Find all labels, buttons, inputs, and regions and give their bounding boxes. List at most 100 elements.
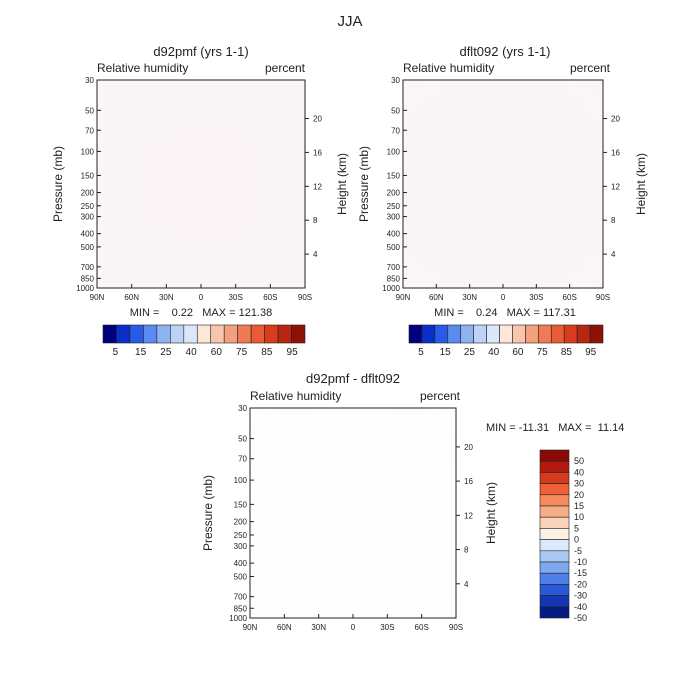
colorbar-cell [143,324,158,344]
colorbar-cell [434,324,449,344]
lat-tick-label: 90S [596,293,610,302]
colorbar-label: 5 [418,347,424,358]
colorbar-label: 40 [186,347,198,358]
panel-2-left-label: Relative humidity [403,61,494,75]
colorbar-cell [486,324,500,344]
panel-1-title: d92pmf (yrs 1-1) [153,44,248,59]
panel-1-ylabel: Pressure (mb) [51,146,65,222]
panel-1-ylabel-right: Height (km) [335,153,349,215]
pressure-tick-label: 400 [81,230,95,239]
pressure-tick-label: 50 [85,106,94,115]
colorbar-cell [512,324,526,344]
colorbar-cell [499,324,513,344]
panel-3-stats: MIN = -11.31 MAX = 11.14 [486,422,624,434]
pressure-tick-label: 150 [81,171,95,180]
colorbar-label: 15 [135,347,147,358]
colorbar-label: 20 [574,490,584,500]
panel-2-ylabel: Pressure (mb) [357,146,371,222]
colorbar-label: 15 [440,347,452,358]
lat-tick-label: 60N [124,293,139,302]
panel-2-right-label: percent [570,61,611,75]
lat-tick-label: 30S [380,623,394,632]
panel-3-title: d92pmf - dflt092 [306,371,400,386]
colorbar-label: -15 [574,568,587,578]
panel-1-field [97,80,305,288]
colorbar-cell [576,324,591,344]
colorbar-cell [408,324,423,344]
colorbar-label: 75 [537,347,549,358]
pressure-tick-label: 50 [391,106,400,115]
pressure-tick-label: 850 [234,604,248,613]
colorbar-cell [525,324,539,344]
colorbar-cell [250,324,265,344]
pressure-tick-label: 50 [238,435,247,444]
colorbar-label: -10 [574,557,587,567]
panel-1: d92pmf (yrs 1-1) Relative humidity perce… [51,44,349,358]
colorbar-cell [539,494,570,507]
panel-3-left-label: Relative humidity [250,389,341,403]
pressure-tick-label: 100 [387,147,401,156]
lat-tick-label: 90S [298,293,312,302]
lat-tick-label: 30N [311,623,326,632]
colorbar-cell [539,584,570,596]
colorbar-cell [539,561,570,574]
lat-tick-label: 0 [351,623,356,632]
lat-tick-label: 90N [90,293,105,302]
colorbar-label: -30 [574,591,587,601]
height-tick-label: 4 [611,250,616,259]
pressure-tick-label: 150 [387,171,401,180]
colorbar-label: 85 [561,347,573,358]
colorbar-cell [539,460,570,473]
colorbar-label: 5 [574,523,579,533]
pressure-tick-label: 250 [234,531,248,540]
pressure-tick-label: 200 [81,189,95,198]
panel-3-x-ticks: 90N 60N 30N 0 30S 60S 90S [243,614,463,632]
panel-2: dflt092 (yrs 1-1) Relative humidity perc… [357,44,648,358]
colorbar-label: 95 [585,347,597,358]
height-tick-label: 8 [464,546,469,555]
pressure-tick-label: 400 [234,559,248,568]
colorbar-label: 50 [574,456,584,466]
colorbar-cell [237,324,252,344]
pressure-tick-label: 70 [238,455,247,464]
lat-tick-label: 60N [429,293,444,302]
height-tick-label: 12 [464,511,473,520]
pressure-tick-label: 250 [81,202,95,211]
height-tick-label: 8 [313,216,318,225]
pressure-tick-label: 1000 [382,284,400,293]
pressure-tick-label: 30 [85,76,94,85]
panel-1-x-ticks: 90N 60N 30N 0 30S 60S 90S [90,284,312,302]
colorbar-cell [538,324,552,344]
height-tick-label: 16 [464,477,473,486]
colorbar-cell [539,449,570,462]
colorbar-cell [116,324,131,344]
panel-2-y2-ticks: 20 16 12 8 4 [603,115,620,259]
colorbar-cell [539,528,570,540]
colorbar-cell [210,324,225,344]
colorbar-label: 0 [574,535,579,545]
lat-tick-label: 60S [415,623,429,632]
colorbar-cell [460,324,474,344]
colorbar-cell [539,505,570,518]
height-tick-label: 20 [611,115,620,124]
colorbar-cell [539,516,570,529]
colorbar-label: -40 [574,602,587,612]
pressure-tick-label: 400 [387,230,401,239]
colorbar-label: -50 [574,613,587,623]
colorbar-cell [539,550,570,563]
pressure-tick-label: 300 [81,213,95,222]
height-tick-label: 16 [611,148,620,157]
colorbar-label: 95 [287,347,299,358]
pressure-tick-label: 250 [387,202,401,211]
colorbar-cell [183,324,198,344]
colorbar-label: 5 [113,347,119,358]
lat-tick-label: 90S [449,623,463,632]
panel-2-field [403,80,603,288]
lat-tick-label: 90N [243,623,258,632]
pressure-tick-label: 850 [81,274,95,283]
pressure-tick-label: 500 [387,243,401,252]
lat-tick-label: 60S [563,293,577,302]
pressure-tick-label: 1000 [229,614,247,623]
